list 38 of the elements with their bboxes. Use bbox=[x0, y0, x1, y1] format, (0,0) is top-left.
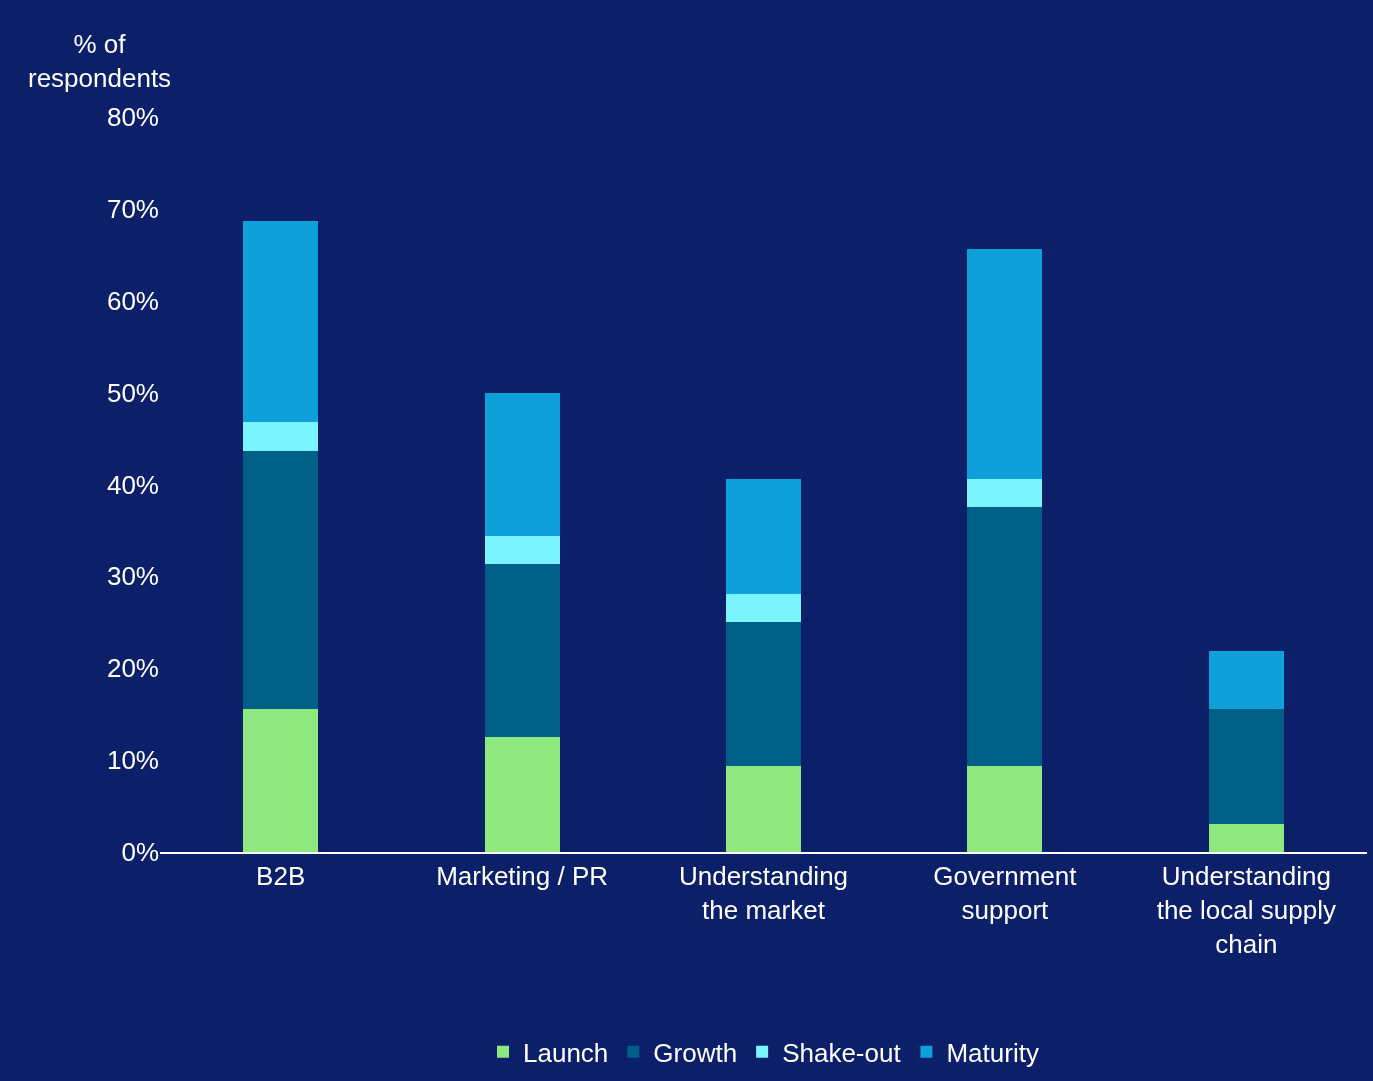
bar bbox=[726, 622, 801, 766]
legend-label: Growth bbox=[653, 1037, 738, 1068]
x-tick-label: Government support bbox=[933, 861, 1078, 925]
bar bbox=[967, 765, 1043, 852]
y-tick-label: 20% bbox=[106, 653, 159, 684]
bar bbox=[243, 422, 319, 451]
y-tick-label: 40% bbox=[106, 469, 159, 500]
y-tick-label: 10% bbox=[106, 745, 159, 776]
bar bbox=[243, 220, 319, 423]
y-tick-label: 50% bbox=[106, 377, 159, 408]
legend-label: Launch bbox=[523, 1037, 609, 1068]
bar bbox=[484, 535, 560, 565]
bar bbox=[967, 249, 1043, 479]
bar bbox=[967, 507, 1043, 766]
legend-label: Shake-out bbox=[782, 1037, 902, 1068]
bar bbox=[484, 737, 560, 852]
x-tick-label: Understanding the local supply chain bbox=[1156, 861, 1336, 959]
bar bbox=[1208, 823, 1284, 852]
legend-label: Maturity bbox=[946, 1037, 1039, 1068]
y-tick-label: 0% bbox=[121, 837, 159, 868]
y-tick-label: 70% bbox=[106, 193, 159, 224]
y-tick-label: 60% bbox=[106, 285, 159, 316]
bar bbox=[243, 450, 319, 709]
y-axis-title: % of respondents bbox=[28, 29, 172, 93]
bar bbox=[1208, 708, 1284, 824]
x-tick-label: B2B bbox=[256, 861, 306, 892]
bar bbox=[967, 478, 1043, 508]
bar bbox=[726, 593, 801, 623]
bar bbox=[243, 708, 319, 852]
y-tick-label: 80% bbox=[106, 102, 159, 133]
bar bbox=[726, 765, 801, 852]
bar bbox=[484, 564, 560, 738]
bar bbox=[1208, 650, 1284, 709]
bar bbox=[484, 392, 560, 536]
bar bbox=[726, 478, 801, 594]
x-tick-label: Understanding the market bbox=[678, 861, 849, 925]
x-tick-label: Marketing / PR bbox=[436, 861, 609, 892]
y-tick-label: 30% bbox=[106, 561, 159, 592]
